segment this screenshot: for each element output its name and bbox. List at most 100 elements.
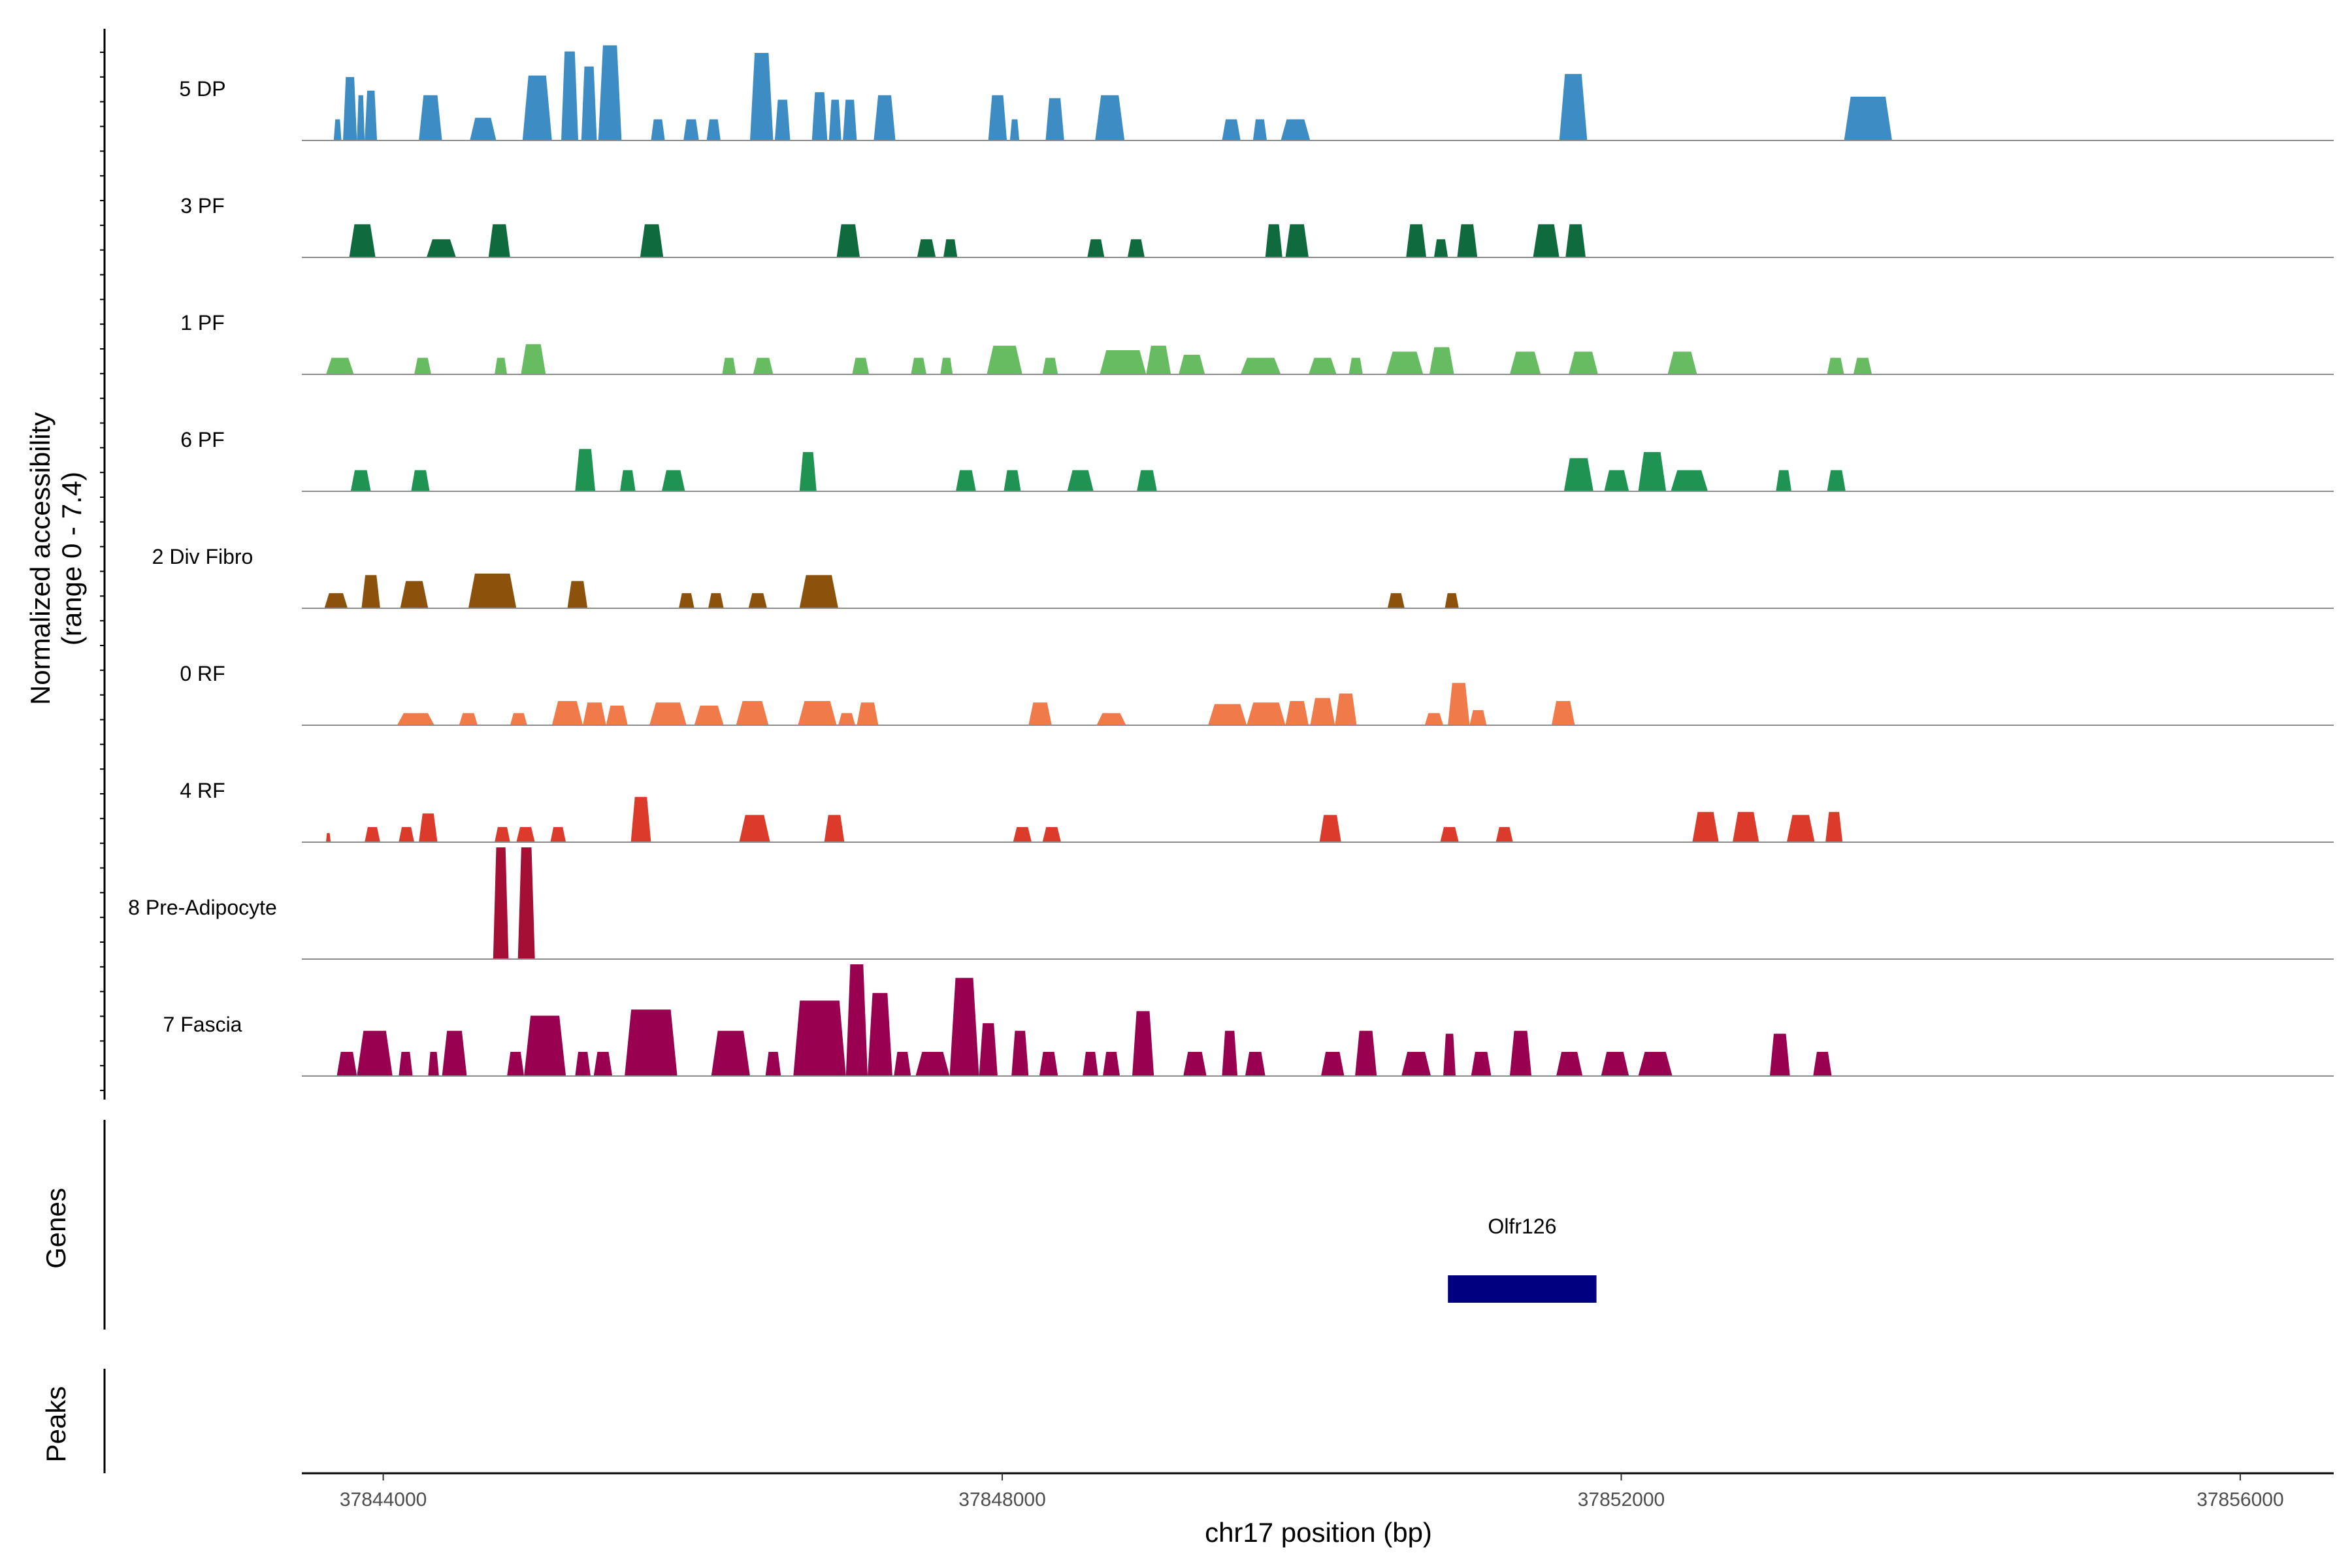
coverage-peak [1509,351,1541,374]
coverage-peak [1310,698,1335,725]
coverage-peak [343,76,357,140]
coverage-peak [649,702,687,725]
track-7: 4 RF [180,779,2334,843]
coverage-peak [1240,357,1281,374]
coverage-peak [593,1052,613,1076]
coverage-peak [1671,470,1708,491]
coverage-peak [1083,1052,1098,1076]
coverage-peak [606,706,628,725]
coverage-peak [1445,593,1459,608]
coverage-peak [336,1052,357,1076]
coverage-peak [1551,701,1575,725]
coverage-peak [799,451,817,491]
coverage-peak [361,575,380,608]
track-label: 5 DP [179,77,225,101]
coverage-peak [324,593,348,608]
coverage-peak [1471,1052,1492,1076]
coverage-y-axis [100,29,106,1100]
y-axis-subtitle: (range 0 - 7.4) [56,472,87,645]
coverage-peak [1569,351,1598,374]
coverage-peak [575,449,596,491]
coverage-peak [915,1052,950,1076]
coverage-peak [365,90,378,140]
track-8: 8 Pre-Adipocyte [128,847,2334,960]
x-axis-title: chr17 position (bp) [1205,1517,1432,1548]
coverage-peak [1509,1030,1532,1076]
coverage-peak [399,1052,413,1076]
gene-label: Olfr126 [1488,1215,1556,1238]
coverage-peak [811,92,828,140]
coverage-peak [1495,826,1513,842]
coverage-peak [838,713,855,725]
coverage-peak [793,1000,846,1076]
coverage-peak [1100,350,1147,374]
coverage-peak [1469,710,1487,725]
coverage-peak [524,1015,566,1076]
coverage-peak [868,992,892,1076]
coverage-peak [949,977,979,1076]
track-label: 4 RF [180,779,225,802]
coverage-peak [979,1023,998,1076]
track-1: 5 DP [179,45,2334,141]
coverage-peak [750,53,774,140]
x-tick-label: 37844000 [340,1489,427,1511]
coverage-peak [1786,815,1815,842]
coverage-peak [1667,351,1697,374]
coverage-peak [1776,470,1791,491]
coverage-peak [350,470,371,491]
coverage-peak [326,833,331,842]
coverage-peak [894,1052,911,1076]
coverage-peak [765,1052,781,1076]
coverage-peak [694,706,724,725]
coverage-peak [326,357,354,374]
coverage-peak [1321,1052,1345,1076]
coverage-peak [1604,470,1629,491]
coverage-peak [1265,224,1282,257]
x-axis: 37844000 37848000 37852000 37856000 [302,1472,2334,1511]
coverage-peak [857,702,879,725]
coverage-peak [1563,458,1593,491]
x-tick-label: 37856000 [2197,1489,2283,1511]
coverage-peak [598,45,622,141]
coverage-peak [1245,1052,1266,1076]
coverage-peak [495,826,510,842]
coverage-peak [1853,357,1872,374]
coverage-peak [943,239,958,257]
coverage-peak [333,119,342,140]
coverage-peak [397,713,434,725]
coverage-peak [561,51,578,140]
coverage-peak [753,357,774,374]
coverage-peak [1095,95,1125,140]
coverage-peak [551,701,583,725]
coverage-peak [522,75,552,140]
coverage-peak [874,95,896,140]
coverage-peak [1827,470,1846,491]
coverage-peak [1565,224,1586,257]
coverage-peak [917,239,936,257]
track-label: 8 Pre-Adipocyte [128,896,277,919]
coverage-peak [911,357,926,374]
coverage-peak [1285,701,1309,725]
coverage-peak [1222,1030,1238,1076]
coverage-peak [1067,470,1094,491]
peaks-row-label: Peaks [41,1386,71,1463]
coverage-peak [488,224,510,257]
track-label: 1 PF [180,311,225,335]
track-6: 0 RF [180,662,2334,726]
coverage-peak [575,1052,591,1076]
coverage-peak [357,1030,393,1076]
coverage-peak [1406,224,1426,257]
coverage-peak [1844,97,1892,140]
coverage-peak [1424,713,1444,725]
coverage-peak [739,815,770,842]
coverage-peak [1457,224,1478,257]
coverage-peak [1348,357,1363,374]
track-label: 6 PF [180,428,225,451]
y-axis-title: Normalized accessibility [25,412,56,705]
coverage-peak [1028,702,1052,725]
coverage-peak [470,118,497,140]
coverage-peak [711,1030,750,1076]
coverage-peak [1335,693,1357,725]
coverage-peak [661,470,685,491]
